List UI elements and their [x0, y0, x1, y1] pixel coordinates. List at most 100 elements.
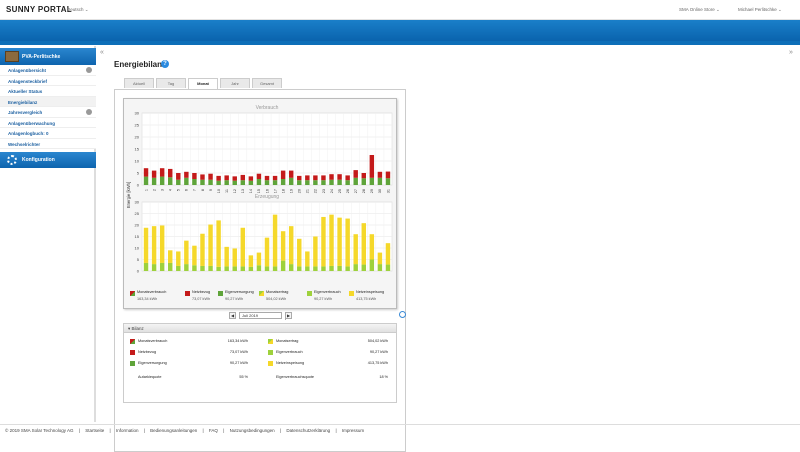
help-icon[interactable]: ?: [161, 60, 169, 68]
generation-bar-netzeinspeisung: [200, 233, 205, 266]
sidebar-item-label: Anlagenüberwachung: [8, 120, 56, 126]
generation-bar-netzeinspeisung: [369, 234, 375, 260]
legend-label: Monatsverbrauch: [137, 290, 167, 294]
legend-value: 163,34 kWh: [137, 297, 158, 301]
online-store-link[interactable]: SMA Online Store ⌄: [679, 7, 720, 12]
bilanz-table: Monatsverbrauch 163,34 kWh Netzbezug 73,07…: [123, 333, 397, 403]
footer-separator: |: [223, 428, 225, 433]
consumption-bar-netzbezug: [361, 173, 366, 179]
sidebar-item-anlagenuebersicht[interactable]: Anlagenübersicht: [0, 65, 96, 76]
x-tick-label: 24: [330, 189, 334, 193]
sidebar-item-wechselrichter[interactable]: Wechselrichter: [0, 138, 96, 149]
footer-link-startseite[interactable]: Startseite: [85, 428, 105, 433]
plant-header[interactable]: PVA-Perlitschke: [0, 48, 96, 65]
language-selector[interactable]: Deutsch ⌄: [67, 7, 89, 12]
consumption-bar-netzbezug: [297, 175, 302, 181]
sidebar-item-label: Energiebilanz: [8, 99, 38, 105]
expand-icon[interactable]: [86, 67, 92, 73]
tab-gesamt[interactable]: Gesamt: [252, 78, 282, 88]
generation-bar-netzeinspeisung: [280, 231, 286, 261]
consumption-bar-eigenversorgung: [272, 180, 278, 185]
consumption-bar-eigenversorgung: [337, 179, 342, 185]
sidebar-item-label: Anlagensteckbrief: [8, 78, 48, 84]
consumption-bar-netzbezug: [168, 168, 173, 178]
bilanz-label: Eigenverbrauch: [276, 350, 303, 354]
footer: © 2019 SMA Solar Technology AG | Startse…: [0, 424, 800, 436]
bilanz-row-autarkiequote: Autarkiequote 55 %: [130, 374, 250, 382]
collapse-sidebar-icon[interactable]: «: [100, 49, 104, 56]
month-dropdown[interactable]: Juli 2019▼: [239, 312, 291, 320]
sidebar-item-anlagenueberwachung[interactable]: Anlagenüberwachung: [0, 117, 96, 128]
consumption-bar-eigenversorgung: [256, 179, 262, 185]
tab-monat[interactable]: Monat: [188, 78, 218, 89]
sidebar-item-anlagensteckbrief[interactable]: Anlagensteckbrief: [0, 75, 96, 86]
y-axis-label: Energie [kWh]: [126, 182, 131, 208]
bilanz-row-monatsverbrauch: Monatsverbrauch 163,34 kWh: [130, 338, 250, 346]
bilanz-value: 90,27 kWh: [229, 361, 248, 365]
footer-link-bedienungsanleitungen[interactable]: Bedienungsanleitungen: [150, 428, 198, 433]
footer-link-impressum[interactable]: Impressum: [341, 428, 365, 433]
generation-bar-netzeinspeisung: [377, 252, 383, 265]
generation-bar-eigenverbrauch: [313, 266, 318, 271]
generation-bar-netzeinspeisung: [264, 237, 270, 267]
bilanz-label: Eigenversorgung: [138, 361, 167, 365]
x-tick-label: 29: [370, 189, 374, 193]
generation-y-tick-label: 0: [137, 269, 140, 274]
x-tick-label: 10: [217, 189, 221, 193]
generation-y-tick-label: 10: [135, 246, 140, 251]
generation-bar-eigenverbrauch: [337, 265, 342, 271]
tab-jahr[interactable]: Jahr: [220, 78, 250, 88]
generation-bar-netzeinspeisung: [337, 217, 342, 266]
next-month-button[interactable]: ▶: [285, 312, 292, 319]
x-tick-label: 30: [378, 189, 382, 193]
consumption-panel-title: Verbrauch: [256, 105, 279, 111]
sidebar-item-jahresvergleich[interactable]: Jahresvergleich: [0, 107, 96, 118]
x-tick-label: 12: [233, 189, 237, 193]
x-tick-label: 14: [249, 189, 253, 193]
generation-bar-eigenverbrauch: [297, 266, 302, 271]
consumption-bar-netzbezug: [192, 173, 197, 179]
consumption-bar-eigenversorgung: [216, 180, 221, 185]
x-tick-label: 4: [169, 189, 173, 191]
bilanz-label: Autarkiequote: [138, 375, 162, 379]
expand-icon[interactable]: [86, 109, 92, 115]
consumption-y-tick-label: 5: [137, 171, 140, 176]
sidebar-item-aktueller-status[interactable]: Aktueller Status: [0, 86, 96, 97]
bilanz-row-netzeinspeisung: Netzeinspeisung 413,75 kWh: [268, 360, 392, 368]
prev-month-button[interactable]: ◀: [229, 312, 236, 319]
bilanz-header[interactable]: ▾ Bilanz: [123, 323, 397, 333]
user-menu[interactable]: Michael Perlitschke ⌄: [738, 7, 782, 12]
generation-bar-eigenverbrauch: [361, 264, 366, 271]
generation-bar-eigenverbrauch: [369, 259, 375, 271]
tab-aktuell[interactable]: Aktuell: [124, 78, 154, 88]
footer-link-information[interactable]: Information: [115, 428, 139, 433]
generation-y-tick-label: 5: [137, 257, 140, 262]
tab-tag[interactable]: Tag: [156, 78, 186, 88]
sidebar-item-energiebilanz[interactable]: Energiebilanz: [0, 96, 96, 107]
footer-link-faq[interactable]: FAQ: [208, 428, 218, 433]
sidebar-item-anlagenlogbuch[interactable]: Anlagenlogbuch: 0: [0, 128, 96, 139]
generation-bar-eigenverbrauch: [329, 265, 334, 271]
consumption-bar-netzbezug: [305, 175, 310, 181]
consumption-bar-netzbezug: [377, 171, 383, 178]
bilanz-label: Monatsertrag: [276, 339, 299, 343]
generation-bar-eigenverbrauch: [385, 264, 391, 271]
generation-bar-eigenverbrauch: [321, 266, 326, 271]
generation-bar-netzeinspeisung: [151, 226, 157, 265]
consumption-y-tick-label: 0: [137, 183, 140, 188]
footer-link-nutzungsbedingungen[interactable]: Nutzungsbedingungen: [229, 428, 275, 433]
footer-link-datenschutz[interactable]: Datenschutzerklärung: [286, 428, 331, 433]
link-icon[interactable]: [399, 311, 406, 318]
generation-bar-netzeinspeisung: [143, 227, 149, 263]
gear-icon: [7, 155, 17, 165]
expand-content-icon[interactable]: »: [789, 49, 793, 56]
bilanz-value: 18 %: [379, 375, 388, 379]
bilanz-swatch: [130, 350, 135, 355]
portal-logo[interactable]: SUNNY PORTAL: [6, 5, 72, 14]
sidebar-item-label: Aktueller Status: [8, 89, 43, 94]
consumption-bar-eigenversorgung: [159, 176, 165, 185]
sidebar-item-konfiguration[interactable]: Konfiguration: [0, 152, 96, 168]
config-label: Konfiguration: [22, 157, 55, 163]
consumption-bar-eigenversorgung: [200, 179, 205, 185]
footer-separator: |: [109, 428, 111, 433]
